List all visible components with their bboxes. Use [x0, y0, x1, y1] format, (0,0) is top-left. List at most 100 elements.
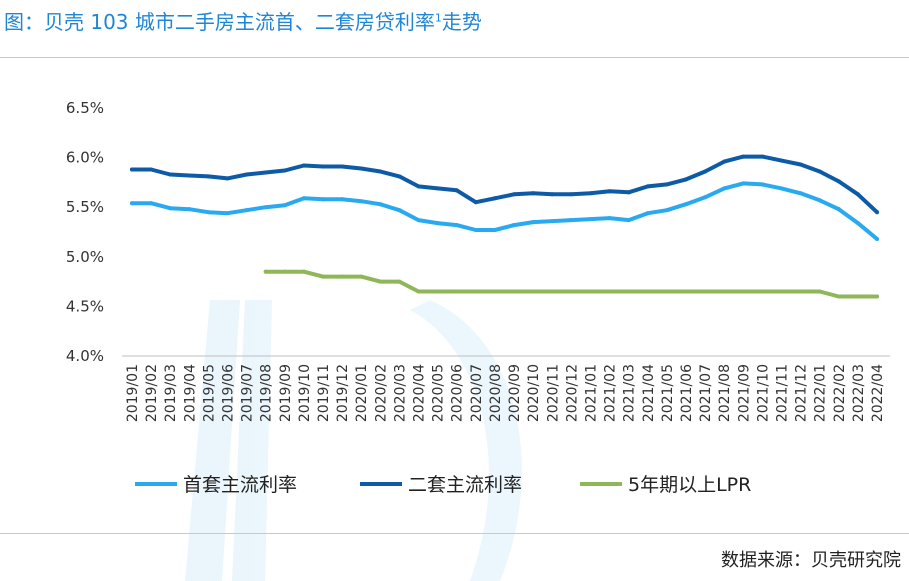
y-tick-label: 6.0% — [66, 149, 104, 167]
data-point — [760, 154, 765, 159]
data-point — [855, 294, 860, 299]
data-point — [168, 206, 173, 211]
data-point — [569, 218, 574, 223]
data-point — [244, 172, 249, 177]
x-tick-label: 2022/02 — [832, 364, 848, 422]
data-point — [149, 201, 154, 206]
data-point — [435, 221, 440, 226]
title-footnote-mark: 1 — [434, 11, 442, 25]
data-point — [817, 198, 822, 203]
data-point — [416, 289, 421, 294]
data-point — [817, 169, 822, 174]
data-point — [149, 167, 154, 172]
data-point — [855, 221, 860, 226]
x-tick-label: 2021/11 — [774, 364, 790, 422]
data-point — [282, 203, 287, 208]
data-point — [282, 269, 287, 274]
data-point — [588, 191, 593, 196]
y-tick-label: 4.5% — [66, 297, 104, 315]
data-point — [359, 199, 364, 204]
data-point — [875, 210, 879, 215]
data-point — [512, 223, 517, 228]
x-tick-label: 2020/05 — [431, 364, 447, 422]
x-tick-label: 2019/04 — [182, 364, 198, 422]
data-point — [225, 211, 230, 216]
top-divider — [0, 57, 909, 58]
data-point — [626, 218, 631, 223]
x-tick-label: 2021/02 — [603, 364, 619, 422]
data-point — [130, 201, 134, 206]
data-point — [130, 167, 134, 172]
data-point — [722, 289, 727, 294]
data-point — [664, 208, 669, 213]
title-suffix: 走势 — [441, 10, 482, 34]
data-point — [607, 189, 612, 194]
data-point — [531, 289, 536, 294]
data-point — [836, 294, 841, 299]
data-point — [263, 170, 268, 175]
data-point — [321, 274, 326, 279]
series-line-2 — [130, 154, 879, 215]
data-point — [722, 186, 727, 191]
data-point — [512, 192, 517, 197]
x-tick-label: 2021/07 — [698, 364, 714, 422]
x-tick-label: 2021/12 — [794, 364, 810, 422]
data-point — [779, 186, 784, 191]
x-tick-label: 2021/01 — [583, 364, 599, 422]
data-point — [512, 289, 517, 294]
data-point — [779, 289, 784, 294]
data-point — [626, 289, 631, 294]
bottom-divider — [0, 533, 909, 534]
x-tick-label: 2022/03 — [851, 364, 867, 422]
x-tick-label: 2019/11 — [316, 364, 332, 422]
x-tick-label: 2020/09 — [507, 364, 523, 422]
x-tick-label: 2020/03 — [392, 364, 408, 422]
data-point — [454, 289, 459, 294]
x-tick-label: 2020/04 — [412, 364, 428, 422]
x-tick-label: 2020/12 — [564, 364, 580, 422]
x-tick-label: 2020/01 — [354, 364, 370, 422]
data-point — [626, 190, 631, 195]
data-point — [206, 210, 211, 215]
data-point — [683, 177, 688, 182]
watermark-logo — [185, 300, 522, 581]
title-text: 图：贝壳 103 城市二手房主流首、二套房贷利率 — [4, 10, 435, 34]
data-point — [301, 269, 306, 274]
data-point — [569, 289, 574, 294]
data-point — [416, 218, 421, 223]
data-point — [435, 186, 440, 191]
data-point — [569, 192, 574, 197]
axes: 4.0%4.5%5.0%5.5%6.0%6.5%2019/01 2019/02 20… — [66, 99, 890, 422]
data-point — [359, 274, 364, 279]
data-point — [378, 202, 383, 207]
y-tick-label: 5.0% — [66, 248, 104, 266]
legend: 首套主流利率 二套主流利率 5年期以上LPR — [135, 474, 751, 496]
data-point — [645, 289, 650, 294]
x-tick-label: 2019/01 — [125, 364, 141, 422]
data-point — [263, 269, 268, 274]
data-point — [531, 220, 536, 225]
data-point — [836, 179, 841, 184]
data-point — [855, 192, 860, 197]
data-point — [798, 162, 803, 167]
x-tick-label: 2019/09 — [278, 364, 294, 422]
x-tick-label: 2019/03 — [163, 364, 179, 422]
x-tick-label: 2021/10 — [755, 364, 771, 422]
data-point — [244, 208, 249, 213]
data-point — [435, 289, 440, 294]
data-point — [664, 182, 669, 187]
y-tick-label: 6.5% — [66, 99, 104, 117]
data-point — [473, 200, 478, 205]
data-point — [397, 279, 402, 284]
x-tick-label: 2020/11 — [545, 364, 561, 422]
data-point — [340, 274, 345, 279]
data-point — [607, 216, 612, 221]
x-tick-label: 2020/06 — [450, 364, 466, 422]
x-tick-label: 2021/04 — [641, 364, 657, 422]
data-point — [282, 168, 287, 173]
data-point — [206, 174, 211, 179]
data-point — [875, 294, 879, 299]
source-note: 数据来源：贝壳研究院 — [721, 550, 901, 571]
data-point — [321, 164, 326, 169]
data-point — [187, 173, 192, 178]
